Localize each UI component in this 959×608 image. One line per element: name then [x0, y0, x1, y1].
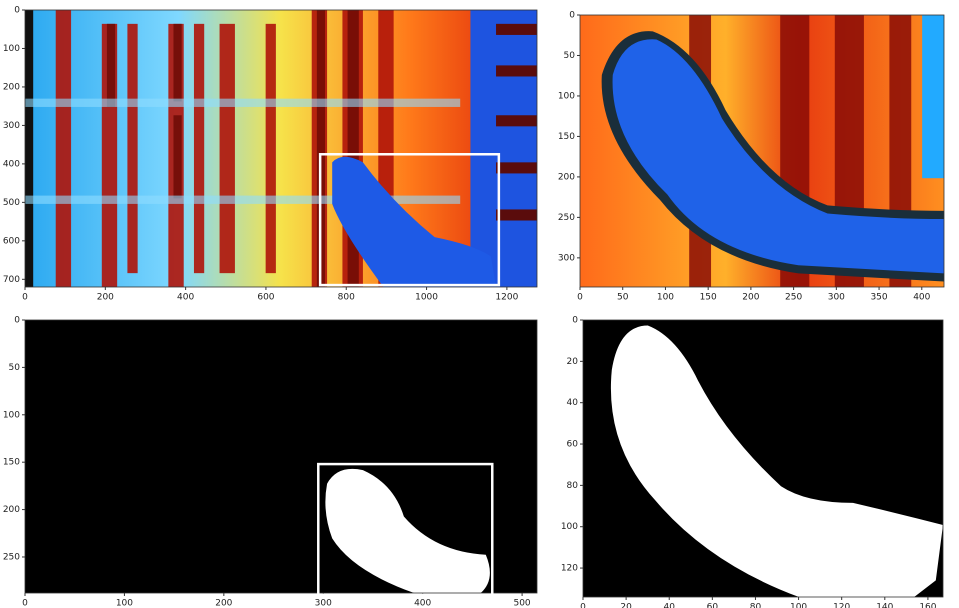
y-tick-label: 100 — [3, 44, 20, 54]
x-tick-label: 300 — [828, 293, 845, 303]
y-tick-label: 150 — [3, 458, 20, 468]
y-tick-label: 150 — [558, 132, 575, 142]
y-tick-label: 250 — [3, 552, 20, 562]
y-tick-label: 0 — [569, 11, 575, 21]
x-tick-label: 200 — [215, 599, 232, 608]
x-tick-label: 20 — [620, 603, 632, 608]
y-tick-label: 80 — [567, 481, 579, 491]
y-tick-label: 0 — [572, 316, 578, 326]
x-tick-label: 250 — [785, 293, 802, 303]
x-tick-label: 1200 — [495, 293, 518, 303]
figure: 0200400600800100012000100200300400500600… — [0, 0, 959, 608]
y-tick-label: 300 — [3, 121, 20, 131]
y-tick-label: 250 — [558, 213, 575, 223]
mask-image — [25, 320, 537, 593]
x-tick-label: 400 — [414, 599, 431, 608]
x-tick-label: 0 — [22, 599, 28, 608]
y-tick-label: 200 — [3, 82, 20, 92]
x-tick-label: 140 — [876, 603, 893, 608]
x-tick-label: 800 — [338, 293, 355, 303]
x-tick-label: 400 — [177, 293, 194, 303]
y-tick-label: 120 — [561, 564, 578, 574]
heatmap-crop-image — [580, 15, 944, 287]
x-tick-label: 1000 — [415, 293, 438, 303]
x-tick-label: 350 — [870, 293, 887, 303]
x-tick-label: 40 — [664, 603, 676, 608]
y-tick-label: 500 — [3, 198, 20, 208]
x-tick-label: 50 — [617, 293, 629, 303]
x-tick-label: 200 — [97, 293, 114, 303]
x-tick-label: 0 — [22, 293, 28, 303]
x-tick-label: 100 — [790, 603, 807, 608]
y-tick-label: 50 — [9, 363, 21, 373]
x-tick-label: 200 — [742, 293, 759, 303]
x-tick-label: 100 — [657, 293, 674, 303]
y-tick-label: 60 — [567, 440, 579, 450]
y-tick-label: 100 — [561, 522, 578, 532]
y-tick-label: 40 — [567, 398, 579, 408]
heatmap-image — [25, 10, 537, 287]
y-tick-label: 600 — [3, 236, 20, 246]
mask-crop-image — [583, 320, 943, 597]
y-tick-label: 700 — [3, 275, 20, 285]
y-tick-label: 0 — [14, 6, 20, 16]
x-tick-label: 100 — [116, 599, 133, 608]
x-tick-label: 150 — [700, 293, 717, 303]
x-tick-label: 80 — [750, 603, 762, 608]
x-tick-label: 120 — [833, 603, 850, 608]
x-tick-label: 300 — [315, 599, 332, 608]
y-tick-label: 100 — [3, 410, 20, 420]
x-tick-label: 0 — [577, 293, 583, 303]
y-tick-label: 400 — [3, 159, 20, 169]
x-tick-label: 600 — [257, 293, 274, 303]
y-tick-label: 200 — [3, 505, 20, 515]
x-tick-label: 400 — [913, 293, 930, 303]
x-tick-label: 60 — [707, 603, 719, 608]
x-tick-label: 500 — [513, 599, 530, 608]
x-tick-label: 0 — [580, 603, 586, 608]
y-tick-label: 0 — [14, 316, 20, 326]
chart: 0200400600800100012000100200300400500600… — [0, 0, 959, 608]
y-tick-label: 300 — [558, 253, 575, 263]
y-tick-label: 100 — [558, 91, 575, 101]
y-tick-label: 50 — [564, 51, 576, 61]
y-tick-label: 200 — [558, 172, 575, 182]
y-tick-label: 20 — [567, 357, 579, 367]
x-tick-label: 160 — [919, 603, 936, 608]
